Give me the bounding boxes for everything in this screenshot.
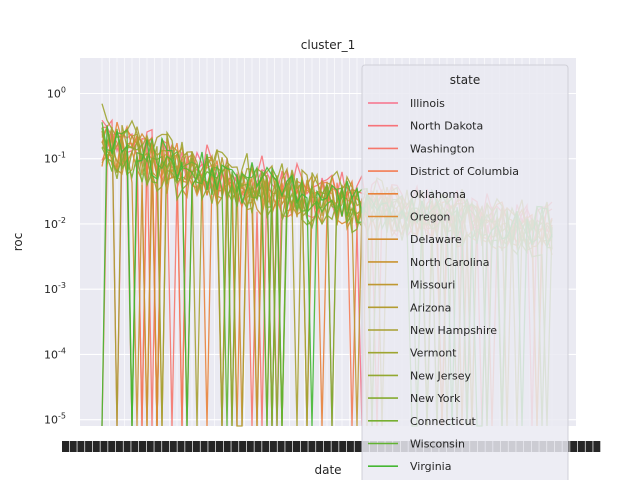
x-tick-label — [169, 441, 177, 452]
legend-item: Wisconsin — [368, 438, 465, 451]
legend-label: North Dakota — [410, 120, 483, 133]
legend-label: Illinois — [410, 97, 445, 110]
legend-item: North Dakota — [368, 120, 483, 133]
x-axis-label: date — [314, 463, 341, 477]
legend-item: Illinois — [368, 97, 445, 110]
legend-label: New Jersey — [410, 369, 472, 382]
legend-items: Illinois North Dakota Washington District o… — [368, 97, 519, 473]
x-tick-label — [108, 441, 116, 452]
y-tick-label: 10-3 — [44, 281, 66, 296]
x-tick-label — [223, 441, 231, 452]
legend-label: District of Columbia — [410, 165, 519, 178]
legend-item: Oklahoma — [368, 188, 466, 201]
x-tick-label — [185, 441, 193, 452]
x-tick-label — [162, 441, 170, 452]
y-ticks: 100 10-1 10-2 10-3 10-4 10-5 — [44, 85, 66, 426]
legend-item: Washington — [368, 142, 475, 155]
x-tick-label — [262, 441, 270, 452]
x-tick-label — [131, 441, 139, 452]
legend-label: Connecticut — [410, 415, 477, 428]
x-tick-label — [77, 441, 85, 452]
x-tick-label — [339, 441, 347, 452]
x-tick-label — [239, 441, 247, 452]
x-tick-label — [85, 441, 93, 452]
chart-title: cluster_1 — [301, 38, 355, 52]
y-tick-label: 10-4 — [44, 346, 66, 361]
legend-item: Connecticut — [368, 415, 477, 428]
x-tick-label — [570, 441, 578, 452]
legend-label: Delaware — [410, 233, 462, 246]
legend-item: New York — [368, 392, 461, 405]
x-tick-label — [277, 441, 285, 452]
x-tick-label — [177, 441, 185, 452]
x-tick-label — [154, 441, 162, 452]
legend-item: North Carolina — [368, 256, 490, 269]
x-tick-label — [69, 441, 77, 452]
legend-label: Washington — [410, 142, 475, 155]
x-tick-label — [100, 441, 108, 452]
x-tick-label — [92, 441, 100, 452]
legend-label: Wisconsin — [410, 438, 465, 451]
x-tick-label — [216, 441, 223, 452]
x-tick-label — [208, 441, 216, 452]
legend-item: Arizona — [368, 301, 451, 314]
x-tick-label — [62, 441, 69, 452]
x-tick-label — [346, 441, 354, 452]
legend-label: Missouri — [410, 279, 455, 292]
x-tick-label — [316, 441, 324, 452]
legend-label: Virginia — [410, 460, 451, 473]
x-tick-label — [331, 441, 339, 452]
x-tick-label — [115, 441, 123, 452]
legend-box — [361, 64, 569, 480]
x-tick-label — [254, 441, 262, 452]
y-tick-label: 10-5 — [44, 412, 66, 427]
y-tick-label: 10-2 — [44, 216, 66, 231]
legend-label: North Carolina — [410, 256, 490, 269]
x-tick-label — [200, 441, 208, 452]
legend-title: state — [450, 73, 480, 87]
legend-item: New Hampshire — [368, 324, 497, 337]
legend-item: Virginia — [368, 460, 451, 473]
legend-item: Oregon — [368, 211, 450, 224]
legend-item: District of Columbia — [368, 165, 519, 178]
x-tick-label — [308, 441, 316, 452]
legend-label: Vermont — [410, 347, 457, 360]
legend-label: Oregon — [410, 211, 450, 224]
x-tick-label — [192, 441, 200, 452]
legend-item: New Jersey — [368, 369, 472, 382]
legend-item: Missouri — [368, 279, 455, 292]
x-tick-label — [146, 441, 154, 452]
x-tick-label — [577, 441, 585, 452]
y-tick-label: 10-1 — [44, 151, 66, 166]
legend-item: Vermont — [368, 347, 457, 360]
y-axis-label: roc — [11, 233, 25, 252]
x-tick-label — [139, 441, 146, 452]
legend: state Illinois North Dakota Washington Dist… — [361, 64, 569, 480]
x-tick-label — [323, 441, 331, 452]
x-tick-label — [285, 441, 293, 452]
x-tick-label — [354, 441, 362, 452]
legend-label: Oklahoma — [410, 188, 466, 201]
x-tick-label — [231, 441, 239, 452]
legend-label: New Hampshire — [410, 324, 497, 337]
y-tick-label: 100 — [47, 85, 66, 100]
legend-item: Delaware — [368, 233, 462, 246]
x-tick-label — [269, 441, 277, 452]
legend-label: Arizona — [410, 301, 451, 314]
x-tick-label — [585, 441, 593, 452]
legend-label: New York — [410, 392, 461, 405]
x-tick-label — [300, 441, 308, 452]
x-tick-label — [246, 441, 254, 452]
x-tick-label — [293, 441, 300, 452]
x-tick-label — [593, 441, 601, 452]
x-tick-label — [123, 441, 131, 452]
